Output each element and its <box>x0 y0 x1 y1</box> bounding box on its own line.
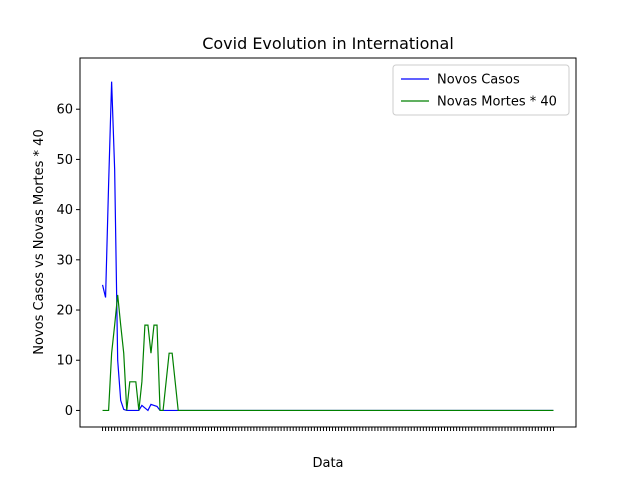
y-tick-label: 50 <box>56 153 73 168</box>
plot-frame <box>79 57 577 428</box>
legend-label: Novos Casos <box>437 73 520 88</box>
legend-label: Novas Mortes * 40 <box>437 95 557 110</box>
series-line <box>102 294 554 412</box>
y-tick-label: 30 <box>56 253 73 268</box>
x-axis-label: Data <box>312 456 343 471</box>
chart-title: Covid Evolution in International <box>202 34 454 53</box>
y-tick-label: 0 <box>65 404 73 419</box>
y-tick-label: 20 <box>56 304 73 319</box>
y-tick-label: 60 <box>56 103 73 118</box>
y-tick-label: 10 <box>56 354 73 369</box>
legend-box <box>392 64 570 116</box>
y-tick-label: 40 <box>56 203 73 218</box>
y-axis-label: Novos Casos vs Novas Mortes * 40 <box>32 129 47 354</box>
